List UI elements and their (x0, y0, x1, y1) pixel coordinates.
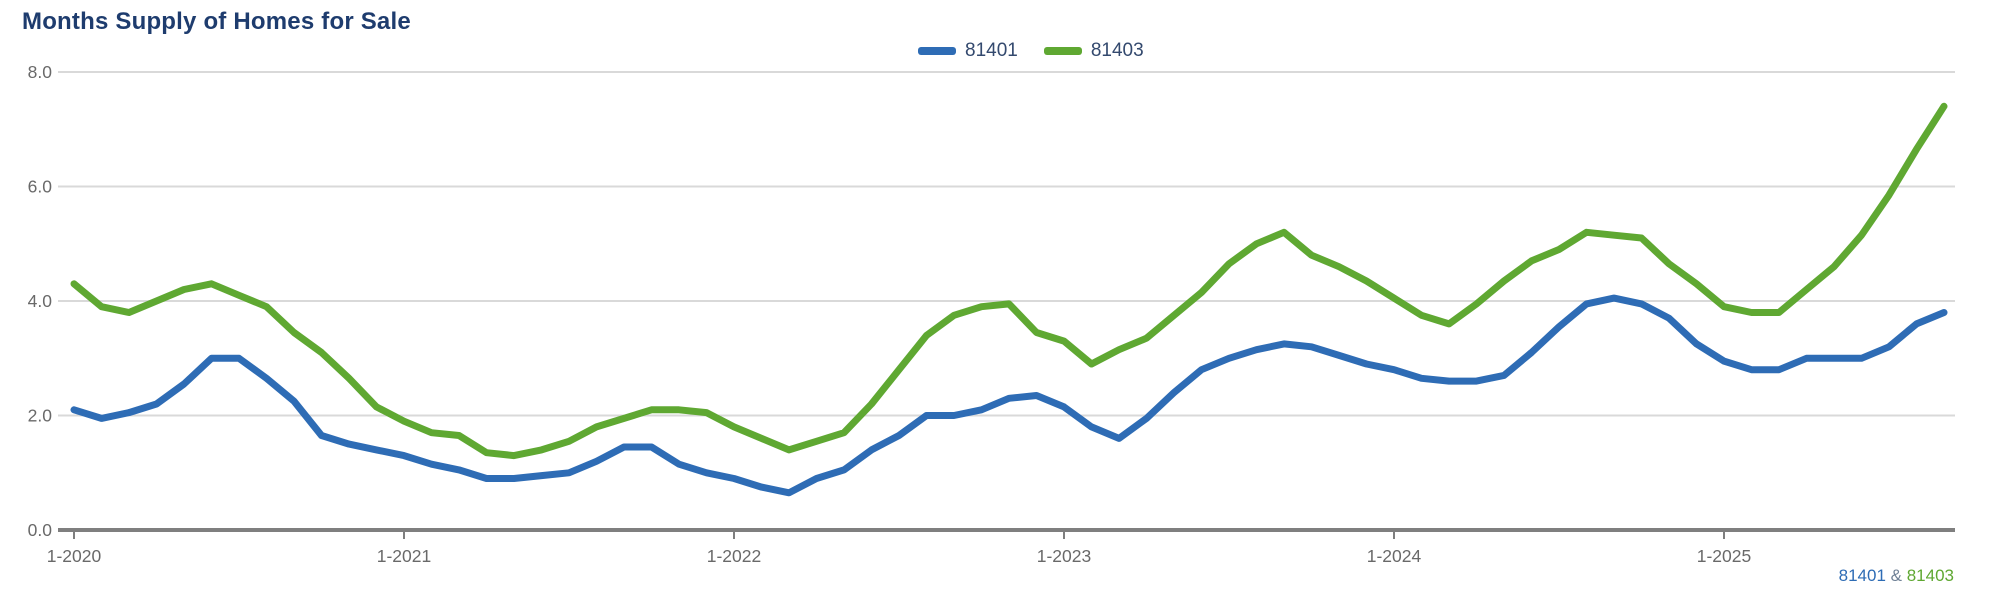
footer-separator: & (1885, 566, 1907, 585)
x-axis-label-1-2023: 1-2023 (1037, 546, 1092, 566)
x-axis-label-1-2025: 1-2025 (1697, 546, 1752, 566)
legend-label-81401: 81401 (965, 40, 1018, 61)
y-axis-label-4.0: 4.0 (28, 291, 53, 311)
series-line-81401[interactable] (70, 294, 1948, 497)
y-axis-label-0.0: 0.0 (28, 520, 53, 540)
x-axis-label-1-2024: 1-2024 (1367, 546, 1422, 566)
legend-item-81401[interactable]: 81401 (918, 40, 1018, 62)
series-line-81403[interactable] (70, 102, 1948, 460)
footer-series-links: 81401 & 81403 (1839, 566, 1954, 586)
footer-link-81401[interactable]: 81401 (1838, 566, 1886, 585)
legend-swatch-81401-icon (918, 47, 956, 55)
x-axis-label-1-2022: 1-2022 (707, 546, 762, 566)
y-axis-label-8.0: 8.0 (28, 62, 53, 82)
y-axis-label-2.0: 2.0 (28, 406, 53, 426)
chart-title: Months Supply of Homes for Sale (22, 8, 411, 35)
footer-link-81403[interactable]: 81403 (1906, 566, 1954, 585)
legend-swatch-81403-icon (1043, 47, 1082, 55)
legend-item-81403[interactable]: 81403 (1043, 40, 1144, 62)
y-axis-label-6.0: 6.0 (28, 177, 53, 197)
x-axis-label-1-2020: 1-2020 (47, 546, 102, 566)
chart-legend: 81401 81403 (918, 40, 1144, 62)
x-axis-label-1-2021: 1-2021 (377, 546, 432, 566)
legend-label-81403: 81403 (1090, 40, 1144, 61)
